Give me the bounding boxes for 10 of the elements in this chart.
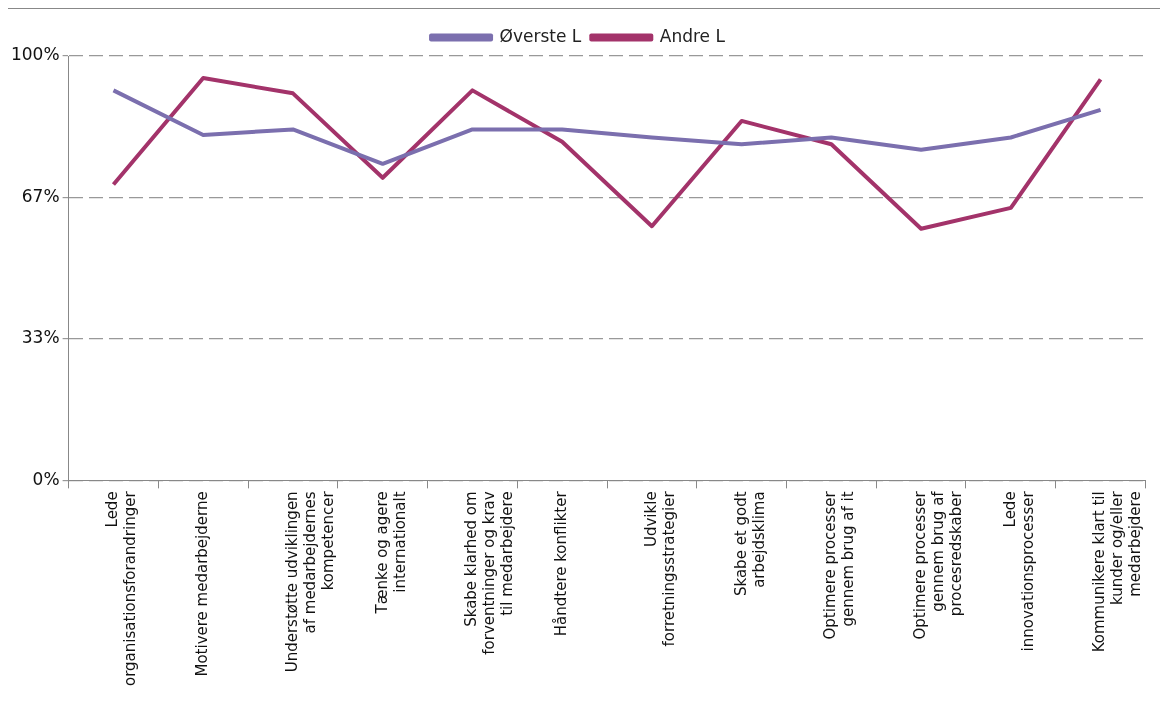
x-tick-label: Motivere medarbejderne: [193, 491, 212, 677]
x-tick-label: Understøtte udviklingen af medarbejdernes kompetencer: [282, 490, 337, 673]
legend-label: Andre L: [659, 25, 726, 46]
y-tick-label: 33%: [21, 327, 60, 348]
y-tick-label: 0%: [32, 468, 60, 489]
y-tick-label: 100%: [10, 44, 60, 65]
x-tick-label: Håndtere konflikter: [552, 490, 571, 637]
y-tick-label: 67%: [21, 185, 60, 206]
legend-label: Øverste L: [499, 25, 582, 46]
x-tick-label: Lede organisationsforandringer: [103, 490, 140, 687]
